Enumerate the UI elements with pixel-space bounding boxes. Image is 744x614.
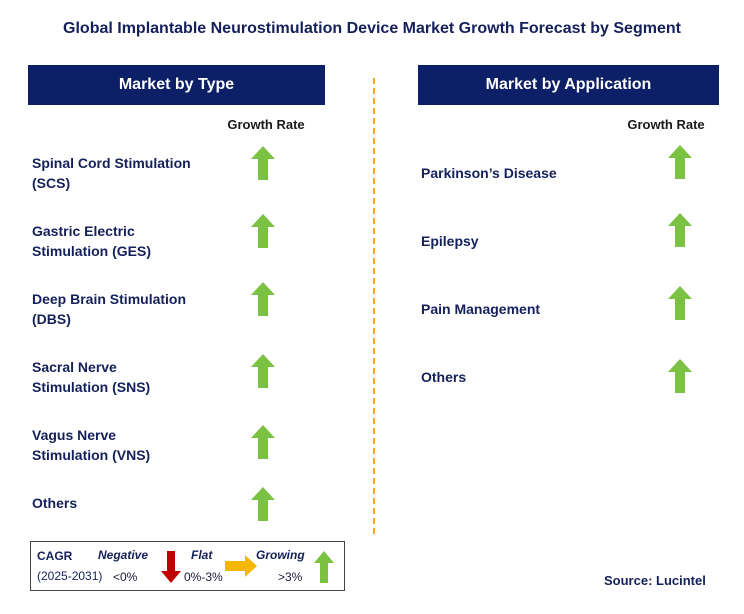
application-segment-epilepsy: Epilepsy — [421, 233, 479, 249]
segment-label-line1: Vagus Nerve — [32, 427, 117, 443]
source-note: Source: Lucintel — [604, 573, 706, 588]
cagr-legend: CAGR (2025-2031) Negative <0% Flat 0%-3%… — [30, 541, 345, 591]
growing-arrow-icon — [251, 354, 275, 388]
legend-period-label: (2025-2031) — [37, 569, 103, 583]
flat-arrow-icon — [225, 555, 257, 577]
type-panel-header: Market by Type — [28, 65, 325, 105]
growing-arrow-icon — [251, 425, 275, 459]
segment-label-line1: Spinal Cord Stimulation — [32, 155, 191, 171]
type-growth-rate-label: Growth Rate — [227, 117, 305, 132]
type-segment-others: Others — [32, 493, 77, 513]
chart-title: Global Implantable Neurostimulation Devi… — [63, 20, 681, 37]
growing-legend-arrow-icon — [314, 551, 334, 583]
type-segment-ges: Gastric Electric Stimulation (GES) — [32, 221, 151, 261]
segment-label-line1: Others — [32, 495, 78, 511]
application-growth-rate-label: Growth Rate — [627, 117, 705, 132]
segment-label-line1: Sacral Nerve — [32, 359, 117, 375]
negative-arrow-icon — [161, 551, 181, 583]
application-segment-others: Others — [421, 369, 467, 385]
segment-label-line1: Gastric Electric — [32, 223, 135, 239]
legend-negative-label: Negative — [98, 548, 149, 562]
application-segment-parkinsons: Parkinson’s Disease — [421, 165, 557, 181]
application-segment-pain-management: Pain Management — [421, 301, 541, 317]
growing-arrow-icon — [251, 282, 275, 316]
growing-arrow-icon — [251, 146, 275, 180]
legend-growing-label: Growing — [256, 548, 305, 562]
legend-flat-range: 0%-3% — [184, 570, 223, 584]
growing-arrow-icon — [251, 214, 275, 248]
segment-label-line2: (SCS) — [32, 175, 71, 191]
segment-label-line2: (DBS) — [32, 311, 71, 327]
legend-growing-range: >3% — [278, 570, 303, 584]
segment-label-line1: Deep Brain Stimulation — [32, 291, 187, 307]
growing-arrow-icon — [668, 286, 692, 320]
type-segment-dbs: Deep Brain Stimulation (DBS) — [32, 289, 186, 329]
growing-arrow-icon — [668, 145, 692, 179]
type-segment-vns: Vagus Nerve Stimulation (VNS) — [32, 425, 150, 465]
legend-cagr-label: CAGR — [37, 549, 73, 563]
type-segment-scs: Spinal Cord Stimulation (SCS) — [32, 153, 191, 193]
legend-flat-label: Flat — [191, 548, 213, 562]
segment-label-line2: Stimulation (SNS) — [32, 379, 151, 395]
legend-negative-range: <0% — [113, 570, 138, 584]
growing-arrow-icon — [668, 359, 692, 393]
segment-label-line2: Stimulation (VNS) — [32, 447, 151, 463]
growing-arrow-icon — [668, 213, 692, 247]
growing-arrow-icon — [251, 487, 275, 521]
segment-label-line2: Stimulation (GES) — [32, 243, 151, 259]
application-panel-header: Market by Application — [418, 65, 719, 105]
panel-divider — [373, 78, 375, 534]
type-segment-sns: Sacral Nerve Stimulation (SNS) — [32, 357, 150, 397]
